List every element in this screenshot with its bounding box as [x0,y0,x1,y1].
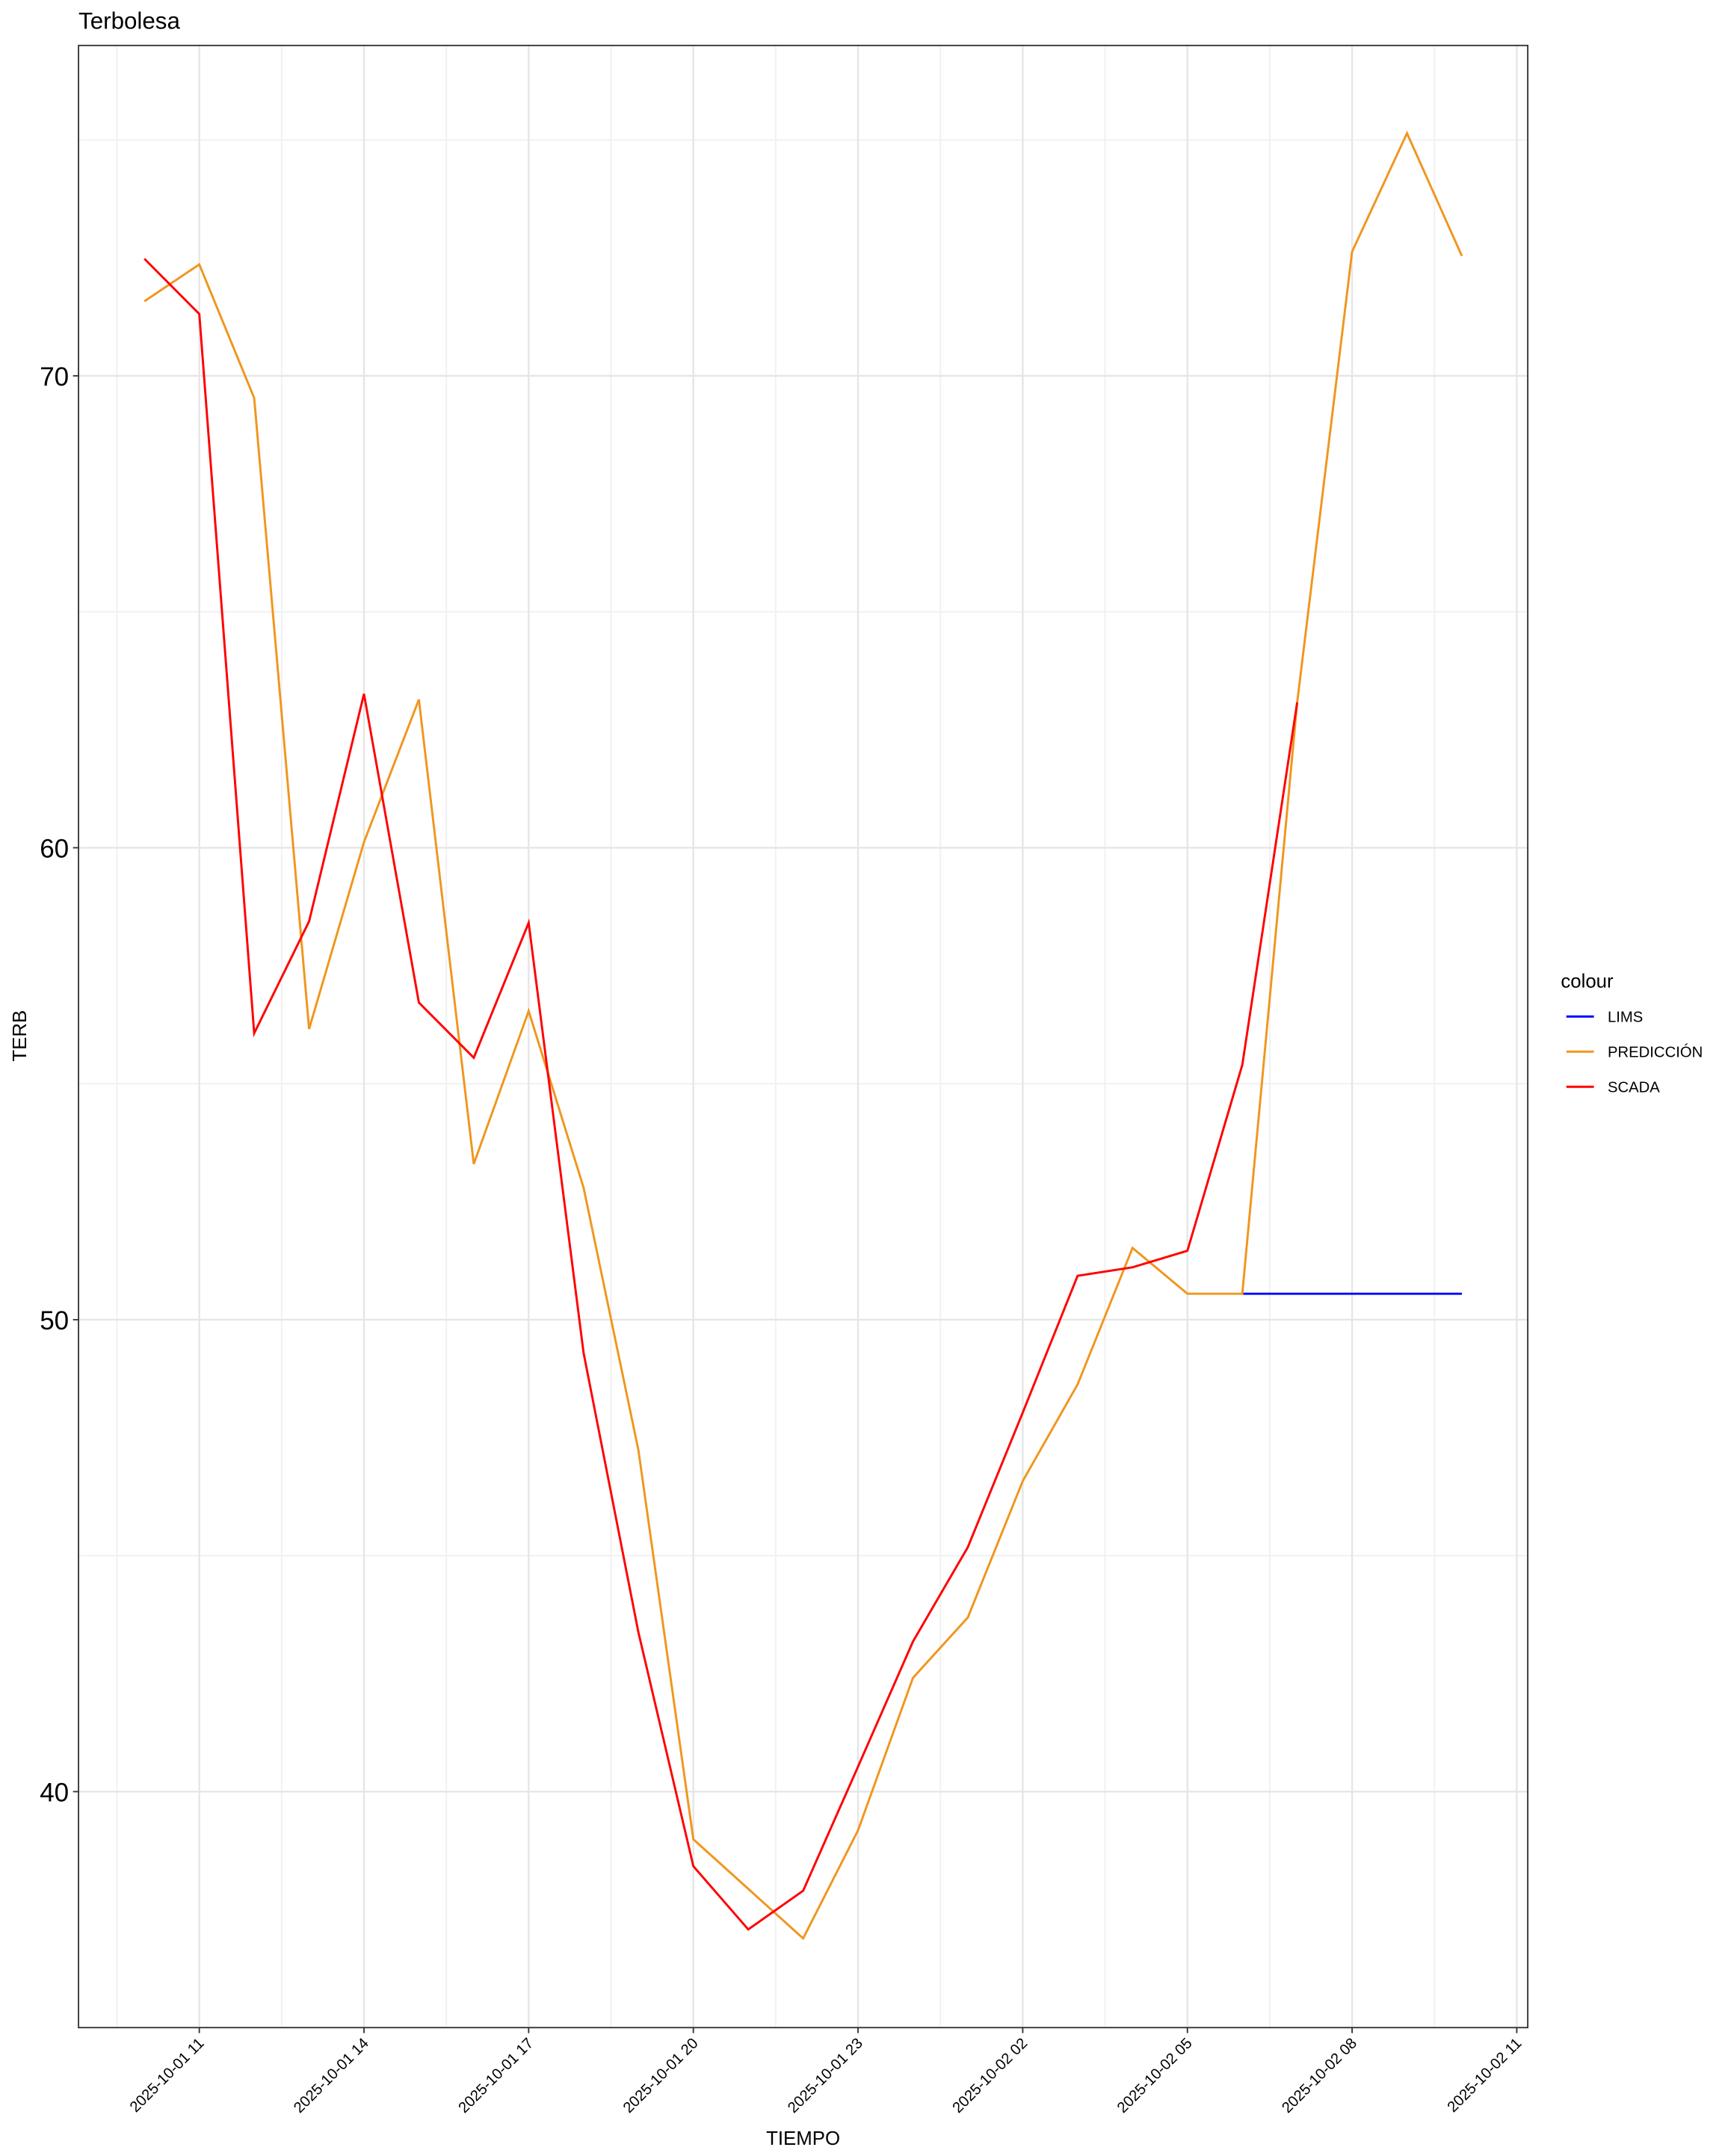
legend-title: colour [1561,972,1614,992]
chart-title: Terbolesa [78,8,180,34]
legend-label: LIMS [1608,1010,1643,1026]
y-tick-label: 50 [40,1306,69,1335]
line [144,130,1463,1941]
grid [78,45,1528,2028]
line [144,258,1299,1931]
y-tick-label: 40 [40,1778,69,1807]
panel-border [78,44,1529,2029]
plot-area [144,130,1463,1941]
legend-label: PREDICCIÓN [1608,1044,1703,1061]
x-axis-title: TIEMPO [766,2128,840,2149]
legend-label: SCADA [1608,1080,1660,1096]
y-axis-title: TERB [10,1010,31,1062]
y-tick-label: 70 [40,362,69,392]
y-tick-label: 60 [40,834,69,863]
